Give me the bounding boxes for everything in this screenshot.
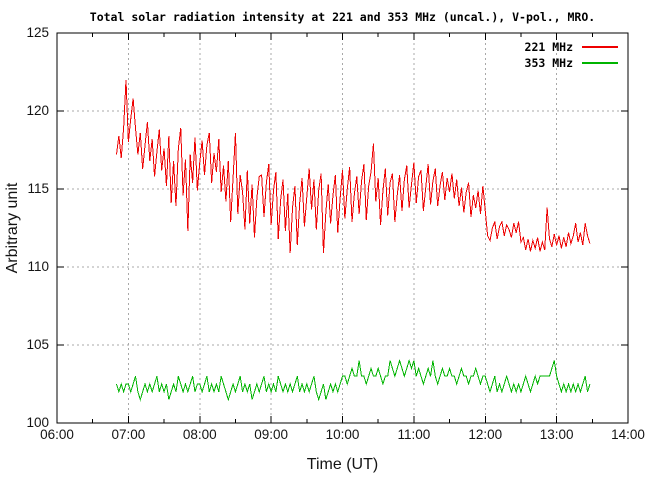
y-axis-label: Arbitrary unit	[4, 182, 21, 274]
y-tick-label: 115	[27, 181, 49, 196]
y-tick-label: 110	[27, 259, 49, 274]
x-tick-label: 10:00	[325, 427, 360, 442]
legend-entry-221mhz: 221 MHz	[525, 39, 618, 55]
x-tick-label: 07:00	[111, 427, 146, 442]
x-tick-label: 13:00	[539, 427, 574, 442]
x-axis-label: Time (UT)	[306, 456, 379, 473]
legend-line-sample-353mhz	[582, 62, 618, 64]
legend-line-sample-221mhz	[582, 46, 618, 48]
legend-label-221mhz: 221 MHz	[524, 40, 573, 54]
x-tick-label: 12:00	[468, 427, 503, 442]
x-tick-label: 14:00	[611, 427, 645, 442]
legend-label-353mhz: 353 MHz	[524, 56, 573, 70]
x-tick-label: 08:00	[182, 427, 217, 442]
y-tick-label: 125	[26, 25, 49, 40]
x-tick-label: 09:00	[254, 427, 289, 442]
x-tick-label: 06:00	[40, 427, 74, 442]
x-tick-label: 11:00	[397, 427, 431, 442]
y-tick-label: 105	[26, 337, 49, 352]
y-tick-label: 120	[26, 103, 49, 118]
y-tick-label: 100	[26, 415, 49, 430]
legend-entry-353mhz: 353 MHz	[525, 55, 618, 71]
chart-title: Total solar radiation intensity at 221 a…	[89, 10, 596, 24]
legend: 221 MHz 353 MHz	[525, 39, 618, 71]
